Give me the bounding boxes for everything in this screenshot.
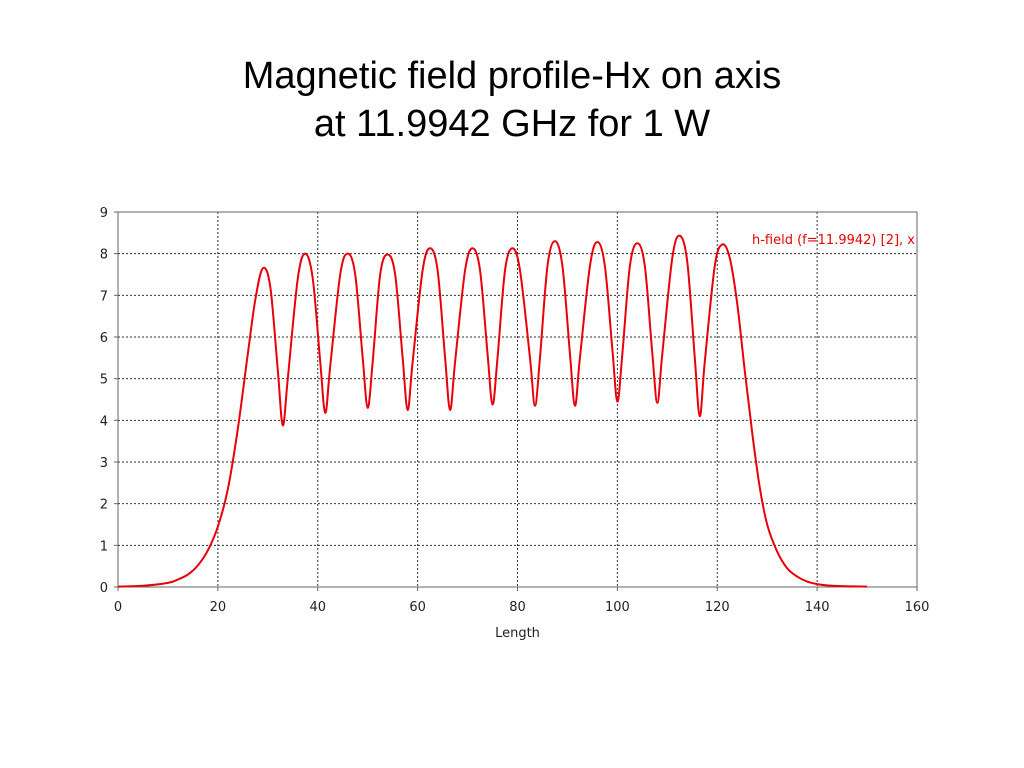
x-axis-label: Length bbox=[495, 626, 540, 641]
chart-grid bbox=[118, 212, 917, 587]
x-tick-label: 100 bbox=[605, 600, 630, 615]
y-tick-label: 9 bbox=[100, 206, 108, 221]
x-tick-label: 140 bbox=[805, 600, 830, 615]
y-tick-label: 4 bbox=[100, 414, 108, 429]
chart-series bbox=[117, 234, 868, 588]
axis-ticks: 0 20 40 60 80 100 120 140 160 0 1 2 3 4 5 6 7 8 9 bbox=[100, 206, 930, 615]
legend-label: h-field (f=11.9942) [2], x bbox=[752, 233, 915, 248]
x-tick-label: 0 bbox=[114, 600, 122, 615]
x-tick-label: 60 bbox=[409, 600, 426, 615]
x-tick-label: 80 bbox=[509, 600, 526, 615]
y-tick-label: 0 bbox=[100, 581, 108, 596]
series-line-h-field bbox=[117, 234, 868, 588]
x-tick-label: 20 bbox=[210, 600, 227, 615]
y-tick-label: 5 bbox=[100, 373, 108, 388]
x-tick-label: 120 bbox=[705, 600, 730, 615]
x-tick-label: 160 bbox=[905, 600, 930, 615]
y-tick-label: 3 bbox=[100, 456, 108, 471]
y-tick-label: 8 bbox=[100, 248, 108, 263]
slide-title-line1: Magnetic field profile-Hx on axis bbox=[242, 55, 782, 97]
slide-title: Magnetic field profile-Hx on axis at 11.… bbox=[0, 52, 1024, 148]
slide-title-line2: at 11.9942 GHz for 1 W bbox=[313, 103, 711, 145]
y-tick-label: 7 bbox=[100, 289, 108, 304]
x-tick-label: 40 bbox=[309, 600, 326, 615]
y-tick-label: 6 bbox=[100, 331, 108, 346]
y-tick-label: 2 bbox=[100, 498, 108, 513]
y-tick-label: 1 bbox=[100, 539, 108, 554]
